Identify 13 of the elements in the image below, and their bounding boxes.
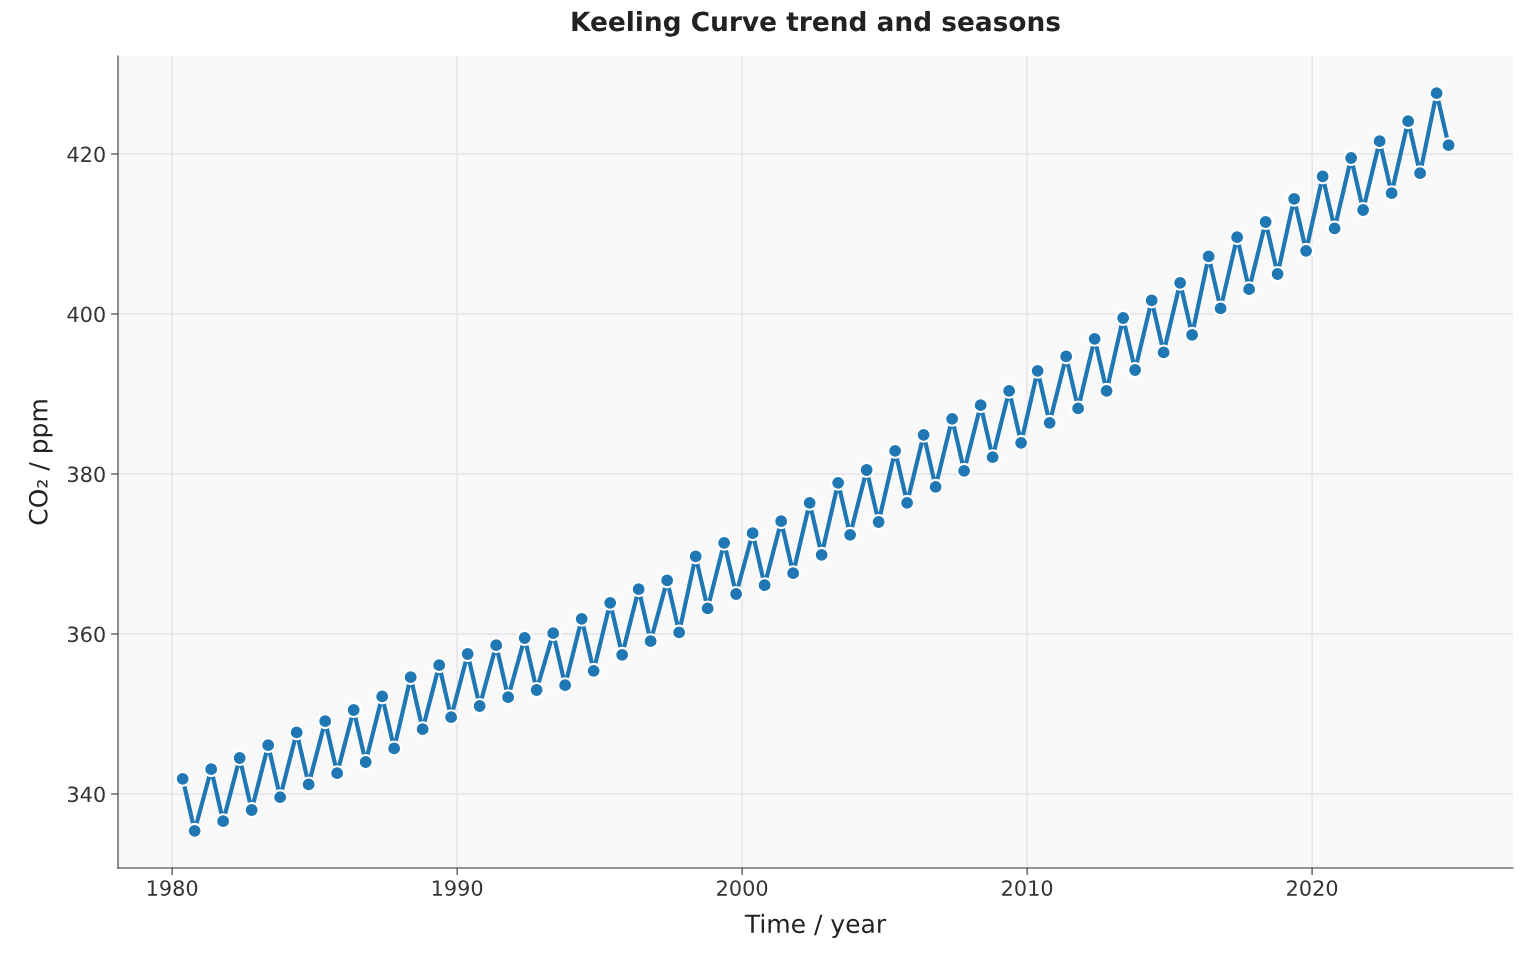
x-tick-label: 2010	[1002, 880, 1053, 896]
y-tick-label: 400	[67, 306, 105, 323]
y-tick-label: 340	[68, 786, 105, 803]
y-tick-label: 380	[68, 466, 105, 483]
x-axis-title: Time / year	[744, 913, 887, 939]
y-tick-label: 360	[68, 626, 105, 643]
y-tick-label: 420	[67, 146, 105, 163]
y-axis-title: CO₂ / ppm	[28, 400, 53, 525]
x-tick-label: 1980	[147, 880, 198, 896]
x-tick-label: 1990	[432, 880, 483, 896]
x-tick-label: 2000	[717, 880, 768, 896]
x-tick-label: 2020	[1287, 880, 1338, 896]
chart-title: Keeling Curve trend and seasons	[572, 10, 1060, 37]
